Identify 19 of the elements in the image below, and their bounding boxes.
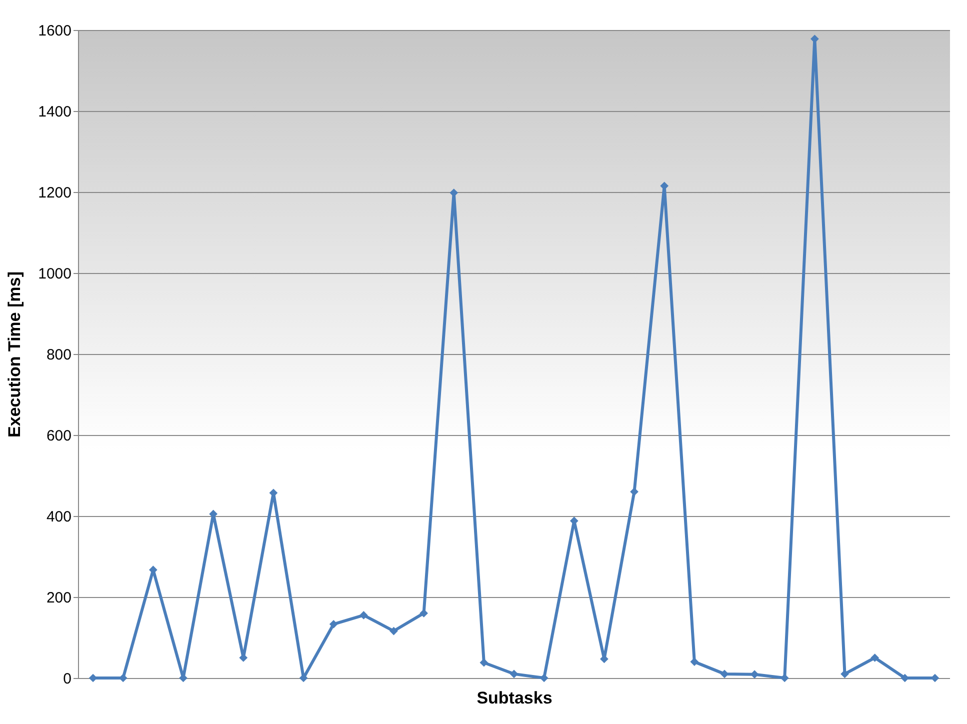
point — [390, 626, 398, 636]
point — [870, 654, 880, 662]
point — [359, 611, 368, 620]
y-axis-title: Execution Time [ms] — [5, 272, 24, 438]
y-tick-label: 800 — [46, 346, 72, 364]
point — [329, 620, 338, 628]
y-tick-label: 1600 — [38, 22, 72, 40]
point — [630, 488, 638, 496]
y-tick-label: 1200 — [38, 184, 72, 202]
point — [420, 609, 428, 618]
y-tick-label: 200 — [46, 590, 72, 606]
y-tick-label: 600 — [46, 428, 72, 444]
x-axis-title: Subtasks — [476, 688, 552, 708]
y-tick-label: 1000 — [38, 266, 72, 282]
point — [510, 670, 518, 678]
y-tick-label: 1400 — [38, 104, 72, 120]
y-tick-label: 400 — [46, 508, 72, 526]
point — [690, 658, 699, 666]
y-tick-label: 0 — [63, 670, 72, 688]
